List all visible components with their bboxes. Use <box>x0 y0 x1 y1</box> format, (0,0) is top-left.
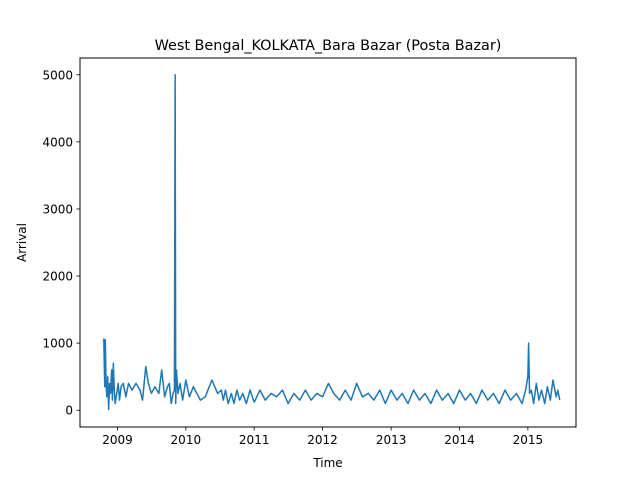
y-tick-label: 2000 <box>42 270 73 284</box>
plot-area <box>103 74 561 411</box>
x-tick-label: 2012 <box>307 433 338 447</box>
x-axis-label: Time <box>312 456 342 470</box>
x-axis: 2009 2010 2011 2012 2013 2014 2015 <box>102 427 543 447</box>
x-tick-label: 2015 <box>513 433 544 447</box>
y-axis: 0 1000 2000 3000 4000 5000 <box>42 68 80 418</box>
x-tick-label: 2010 <box>171 433 202 447</box>
x-tick-label: 2011 <box>239 433 270 447</box>
chart-title: West Bengal_KOLKATA_Bara Bazar (Posta Ba… <box>155 38 502 54</box>
y-tick-label: 3000 <box>42 202 73 216</box>
y-tick-label: 5000 <box>42 68 73 82</box>
y-axis-label: Arrival <box>15 223 29 262</box>
y-tick-label: 1000 <box>42 337 73 351</box>
x-tick-label: 2009 <box>102 433 133 447</box>
plot-frame <box>79 57 577 428</box>
series-line-0 <box>103 74 561 411</box>
x-tick-label: 2014 <box>444 433 475 447</box>
y-tick-label: 0 <box>65 404 73 418</box>
x-tick-label: 2013 <box>376 433 407 447</box>
y-tick-label: 4000 <box>42 135 73 149</box>
